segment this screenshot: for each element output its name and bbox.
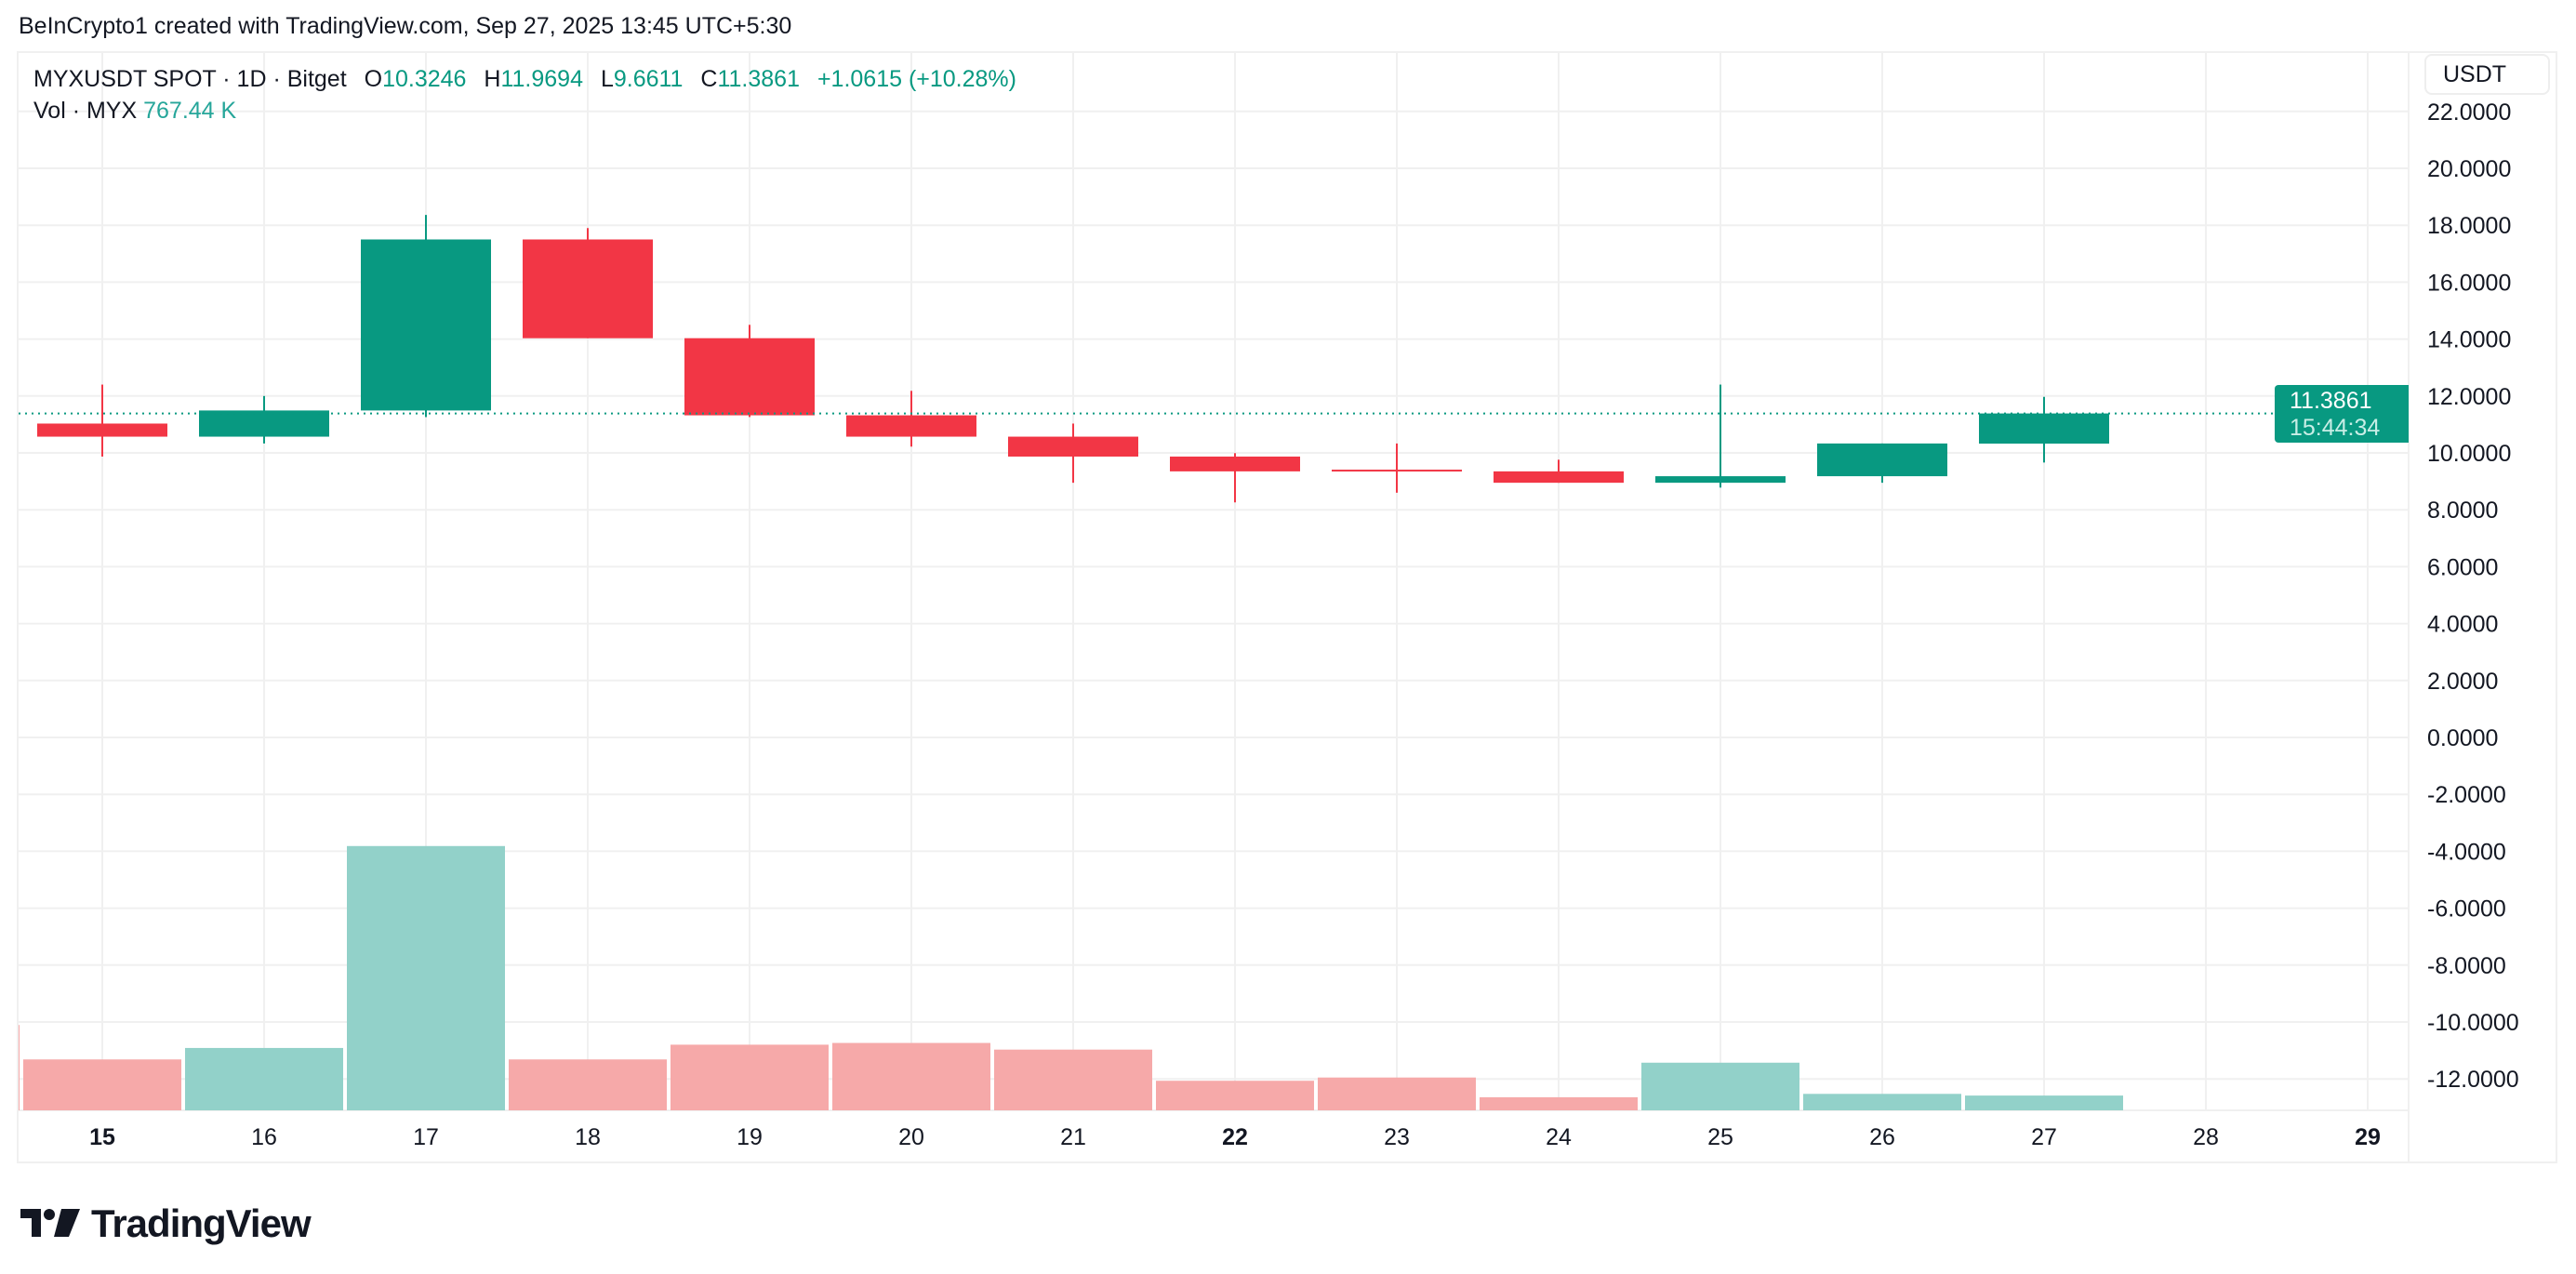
x-tick-label: 27 xyxy=(2031,1124,2057,1150)
last-price-label: 11.3861 15:44:34 xyxy=(2275,385,2409,443)
x-tick-label: 17 xyxy=(413,1124,439,1150)
currency-button[interactable]: USDT xyxy=(2424,54,2550,95)
chart-frame xyxy=(17,51,2557,1163)
chart-legend: MYXUSDT SPOT · 1D · Bitget O10.3246 H11.… xyxy=(33,63,1016,126)
candle-body xyxy=(37,423,167,437)
y-tick-label: 0.0000 xyxy=(2427,725,2498,751)
volume-value: 767.44 K xyxy=(143,98,237,124)
y-tick-label: 16.0000 xyxy=(2427,270,2511,296)
y-tick-label: 2.0000 xyxy=(2427,669,2498,695)
candle-body xyxy=(1170,456,1300,471)
volume-bar xyxy=(671,1044,829,1110)
y-tick-label: 18.0000 xyxy=(2427,213,2511,239)
chart-attribution: BeInCrypto1 created with TradingView.com… xyxy=(19,13,792,39)
x-tick-label: 18 xyxy=(575,1124,601,1150)
x-tick-label: 19 xyxy=(737,1124,763,1150)
y-tick-label: 4.0000 xyxy=(2427,612,2498,638)
y-tick-label: -10.0000 xyxy=(2427,1010,2519,1036)
volume-bar xyxy=(832,1042,990,1110)
open-label: O xyxy=(364,66,383,92)
tradingview-logo-icon xyxy=(20,1209,80,1237)
open-value: 10.3246 xyxy=(382,66,467,92)
x-tick-label: 23 xyxy=(1384,1124,1410,1150)
change-value: +1.0615 (+10.28%) xyxy=(817,66,1016,92)
x-tick-label: 16 xyxy=(251,1124,277,1150)
low-value: 9.6611 xyxy=(613,66,684,92)
y-tick-label: -12.0000 xyxy=(2427,1067,2519,1093)
y-tick-label: 14.0000 xyxy=(2427,327,2511,353)
x-tick-label: 21 xyxy=(1060,1124,1086,1150)
candle-body xyxy=(523,239,653,338)
legend-ohlc-row: MYXUSDT SPOT · 1D · Bitget O10.3246 H11.… xyxy=(33,63,1016,95)
y-tick-label: 8.0000 xyxy=(2427,498,2498,524)
x-tick-label: 22 xyxy=(1222,1124,1248,1150)
y-tick-label: 20.0000 xyxy=(2427,156,2511,182)
y-tick-label: 6.0000 xyxy=(2427,554,2498,580)
volume-bar xyxy=(1965,1095,2123,1110)
x-tick-label: 25 xyxy=(1707,1124,1733,1150)
bar-countdown: 15:44:34 xyxy=(2290,415,2381,441)
candle-body xyxy=(1655,476,1786,484)
close-value: 11.3861 xyxy=(717,66,800,92)
volume-bar xyxy=(1156,1081,1314,1110)
candle-body xyxy=(199,410,329,437)
close-label: C xyxy=(700,66,718,92)
y-tick-label: -6.0000 xyxy=(2427,896,2506,922)
x-tick-label: 15 xyxy=(89,1124,115,1150)
volume-bar xyxy=(19,1025,20,1110)
volume-bar xyxy=(185,1047,343,1110)
candle-body xyxy=(361,239,491,411)
symbol-title[interactable]: MYXUSDT SPOT · 1D · Bitget xyxy=(33,66,347,92)
y-tick-label: -2.0000 xyxy=(2427,782,2506,808)
candle-body xyxy=(1494,471,1624,484)
volume-bar xyxy=(509,1059,667,1110)
y-tick-label: 12.0000 xyxy=(2427,384,2511,410)
x-tick-label: 20 xyxy=(898,1124,924,1150)
tradingview-logo-text: TradingView xyxy=(91,1201,312,1245)
volume-bar xyxy=(347,845,505,1110)
volume-label[interactable]: Vol · MYX xyxy=(33,98,138,124)
candle-body xyxy=(1979,413,2109,445)
x-tick-label: 26 xyxy=(1869,1124,1895,1150)
candle-body xyxy=(846,415,976,437)
volume-bar xyxy=(994,1049,1152,1110)
y-tick-label: 22.0000 xyxy=(2427,100,2511,126)
tradingview-logo[interactable]: TradingView xyxy=(20,1201,312,1246)
candle-body xyxy=(1008,436,1138,457)
high-label: H xyxy=(484,66,501,92)
volume-bar xyxy=(1803,1094,1961,1110)
x-tick-label: 24 xyxy=(1546,1124,1572,1150)
y-tick-label: 10.0000 xyxy=(2427,441,2511,467)
volume-bar xyxy=(1318,1077,1476,1110)
y-tick-label: -8.0000 xyxy=(2427,953,2506,979)
volume-bar xyxy=(1480,1096,1638,1110)
candle-body xyxy=(1332,470,1462,472)
candle-body xyxy=(1817,443,1947,477)
x-tick-label: 28 xyxy=(2193,1124,2219,1150)
low-label: L xyxy=(600,66,614,92)
high-value: 11.9694 xyxy=(500,66,583,92)
last-price-value: 11.3861 xyxy=(2290,388,2372,414)
candle-body xyxy=(684,338,815,416)
y-tick-label: -4.0000 xyxy=(2427,839,2506,865)
volume-bar xyxy=(23,1059,181,1110)
legend-volume-row: Vol · MYX 767.44 K xyxy=(33,95,1016,126)
x-tick-label: 29 xyxy=(2355,1124,2381,1150)
volume-bar xyxy=(1641,1062,1799,1110)
